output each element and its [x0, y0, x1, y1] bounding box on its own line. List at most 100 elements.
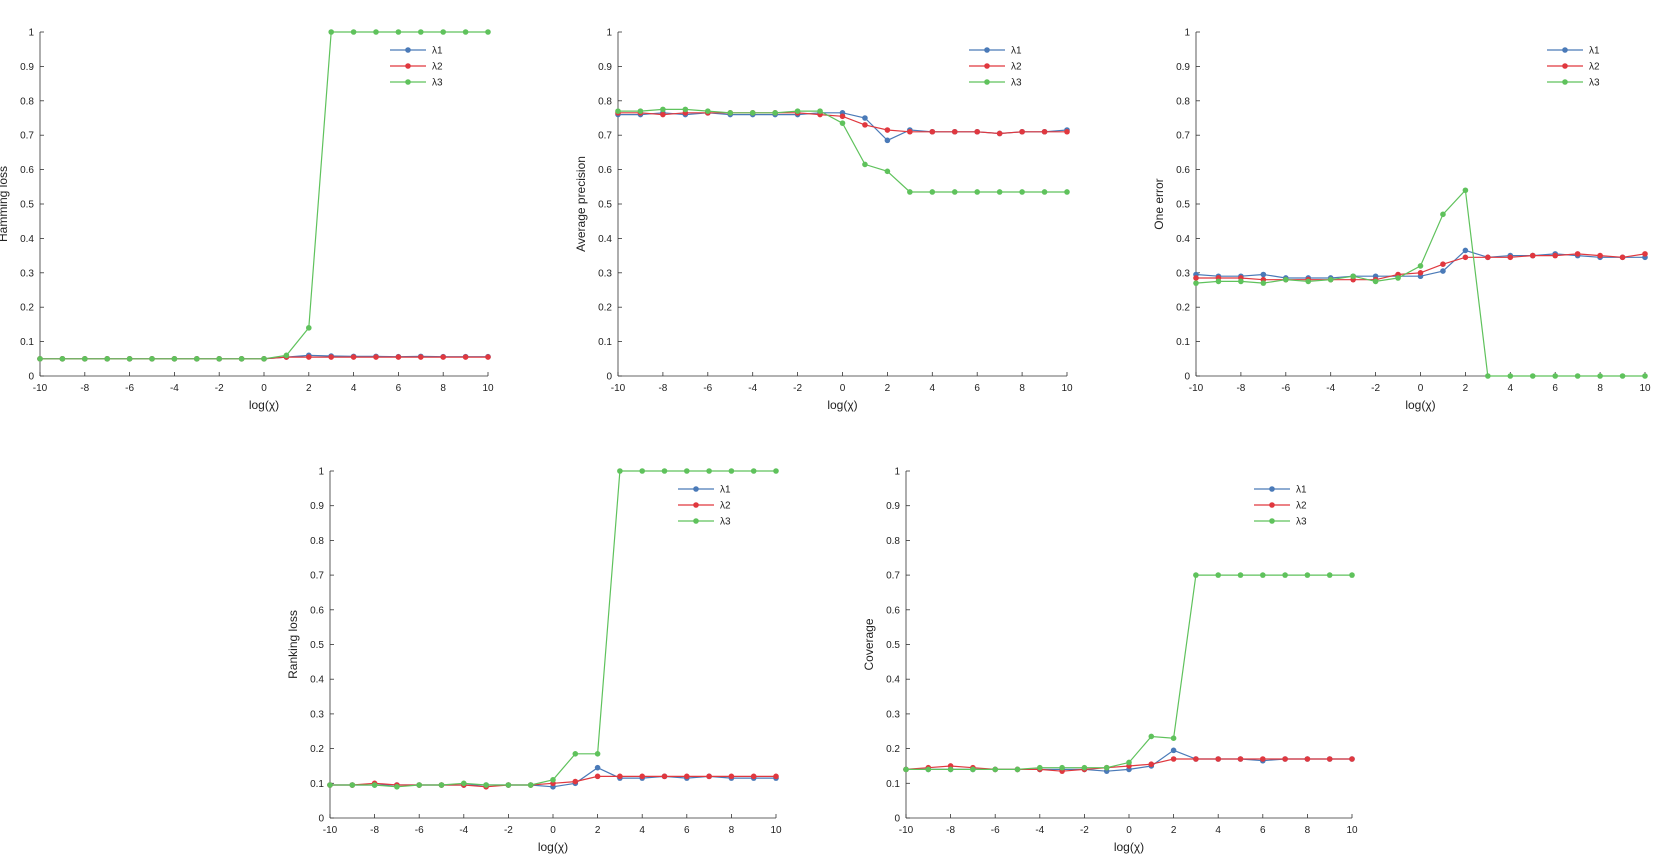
data-point-lambda3: [1019, 189, 1025, 195]
x-tick-label: -6: [1281, 383, 1290, 394]
x-tick-label: 0: [261, 383, 267, 394]
y-tick-label: 0.3: [310, 709, 324, 720]
data-point-lambda2: [1552, 252, 1558, 259]
x-tick-label: 4: [1215, 825, 1221, 836]
x-tick-label: -4: [1326, 383, 1335, 394]
x-tick-label: 2: [306, 383, 312, 394]
legend-label-lambda3: λ3: [1296, 517, 1307, 528]
data-point-lambda3: [728, 468, 735, 474]
legend-marker-lambda1: [1562, 47, 1568, 53]
x-tick-label: -6: [991, 825, 1000, 836]
data-point-lambda3: [416, 782, 423, 788]
data-point-lambda3: [485, 29, 491, 35]
data-point-lambda2: [440, 354, 447, 360]
data-point-lambda3: [1170, 735, 1177, 741]
chart-panel-1: -10 -8 -6 -4 -2 0 2 4 6 8 10 0 0.1 0.2 0.3 0.4 0.5 0.6 0.7…: [0, 28, 494, 413]
legend-label-lambda2: λ2: [432, 62, 443, 73]
data-point-lambda2: [1642, 251, 1648, 257]
data-point-lambda2: [395, 354, 402, 360]
data-point-lambda3: [1507, 373, 1514, 379]
legend-marker-lambda1: [693, 486, 699, 492]
y-tick-label: 0.3: [20, 268, 34, 279]
legend-marker-lambda3: [984, 79, 990, 85]
x-tick-label: 8: [440, 383, 446, 394]
data-point-lambda2: [706, 773, 712, 780]
data-point-lambda2: [1462, 254, 1469, 261]
data-point-lambda2: [684, 773, 690, 780]
y-tick-label: 1: [894, 467, 900, 478]
y-tick-label: 0.8: [598, 96, 612, 107]
x-tick-label: -2: [504, 825, 513, 836]
data-point-lambda2: [1215, 756, 1221, 762]
x-tick-label: 2: [1171, 825, 1177, 836]
legend-label-lambda1: λ1: [720, 485, 731, 496]
data-point-lambda2: [418, 354, 424, 360]
x-tick-label: -2: [793, 383, 802, 394]
y-tick-label: 0: [1184, 372, 1190, 383]
data-point-lambda3: [1372, 278, 1379, 285]
data-point-lambda2: [1193, 756, 1199, 762]
x-tick-label: -10: [33, 383, 48, 394]
data-point-lambda3: [947, 766, 954, 773]
x-tick-label: 8: [1019, 383, 1025, 394]
y-tick-label: 0.6: [886, 605, 900, 616]
data-point-lambda3: [572, 751, 579, 757]
legend-label-lambda2: λ2: [1011, 62, 1022, 73]
legend-label-lambda3: λ3: [1589, 78, 1600, 89]
data-point-lambda2: [1507, 254, 1514, 261]
data-point-lambda3: [684, 468, 690, 474]
x-tick-label: -8: [1236, 383, 1245, 394]
y-tick-label: 0.2: [20, 303, 34, 314]
x-tick-label: -10: [899, 825, 914, 836]
data-point-lambda3: [705, 108, 711, 114]
data-point-lambda3: [418, 29, 424, 35]
legend-marker-lambda3: [1562, 79, 1568, 85]
chart-panel-4: -10 -8 -6 -4 -2 0 2 4 6 8 10 0 0.1 0.2 0.3 0.4 0.5 0.6 0.7…: [286, 467, 782, 855]
data-point-lambda3: [349, 782, 356, 788]
y-tick-label: 0.4: [310, 675, 324, 686]
y-tick-label: 0.4: [886, 675, 900, 686]
data-point-lambda2: [884, 127, 891, 133]
x-tick-label: 6: [974, 383, 980, 394]
series-line-lambda3: [330, 470, 776, 788]
data-point-lambda2: [306, 354, 312, 360]
data-point-lambda3: [660, 106, 666, 113]
data-point-lambda2: [1170, 756, 1177, 762]
x-tick-label: 6: [1260, 825, 1266, 836]
data-point-lambda3: [126, 356, 133, 362]
data-point-lambda3: [238, 356, 245, 362]
chart-panel-5: -10 -8 -6 -4 -2 0 2 4 6 8 10 0 0.1 0.2 0.3 0.4 0.5 0.6 0.7…: [862, 467, 1358, 855]
data-point-lambda3: [1148, 733, 1155, 740]
data-point-lambda3: [1215, 278, 1222, 285]
x-tick-label: 0: [550, 825, 556, 836]
data-point-lambda2: [1282, 756, 1288, 762]
data-point-lambda1: [1170, 747, 1177, 754]
x-tick-label: 6: [1552, 383, 1558, 394]
x-tick-label: -2: [215, 383, 224, 394]
y-tick-label: 0.1: [310, 779, 324, 790]
data-point-lambda3: [438, 782, 445, 788]
x-tick-label: -6: [703, 383, 712, 394]
data-point-lambda3: [327, 782, 333, 788]
data-point-lambda3: [1597, 373, 1603, 379]
data-point-lambda3: [394, 783, 400, 790]
x-axis-label: log(χ): [1114, 840, 1144, 854]
data-point-lambda3: [104, 356, 110, 362]
x-tick-label: -4: [748, 383, 757, 394]
y-tick-label: 0.8: [1176, 96, 1190, 107]
data-point-lambda3: [440, 29, 447, 35]
x-tick-label: -8: [80, 383, 89, 394]
data-point-lambda2: [1349, 756, 1355, 762]
y-tick-label: 1: [606, 28, 612, 39]
series-line-lambda3: [40, 31, 488, 360]
data-point-lambda3: [639, 468, 645, 474]
y-axis-label: Ranking loss: [286, 610, 300, 679]
data-point-lambda3: [1349, 572, 1355, 578]
data-point-lambda3: [682, 106, 689, 113]
x-tick-label: 10: [1639, 383, 1651, 394]
data-point-lambda3: [1350, 273, 1356, 280]
data-point-lambda2: [1485, 254, 1491, 261]
data-point-lambda3: [617, 468, 623, 474]
data-point-lambda3: [527, 782, 534, 788]
y-tick-label: 0.5: [1176, 200, 1190, 211]
